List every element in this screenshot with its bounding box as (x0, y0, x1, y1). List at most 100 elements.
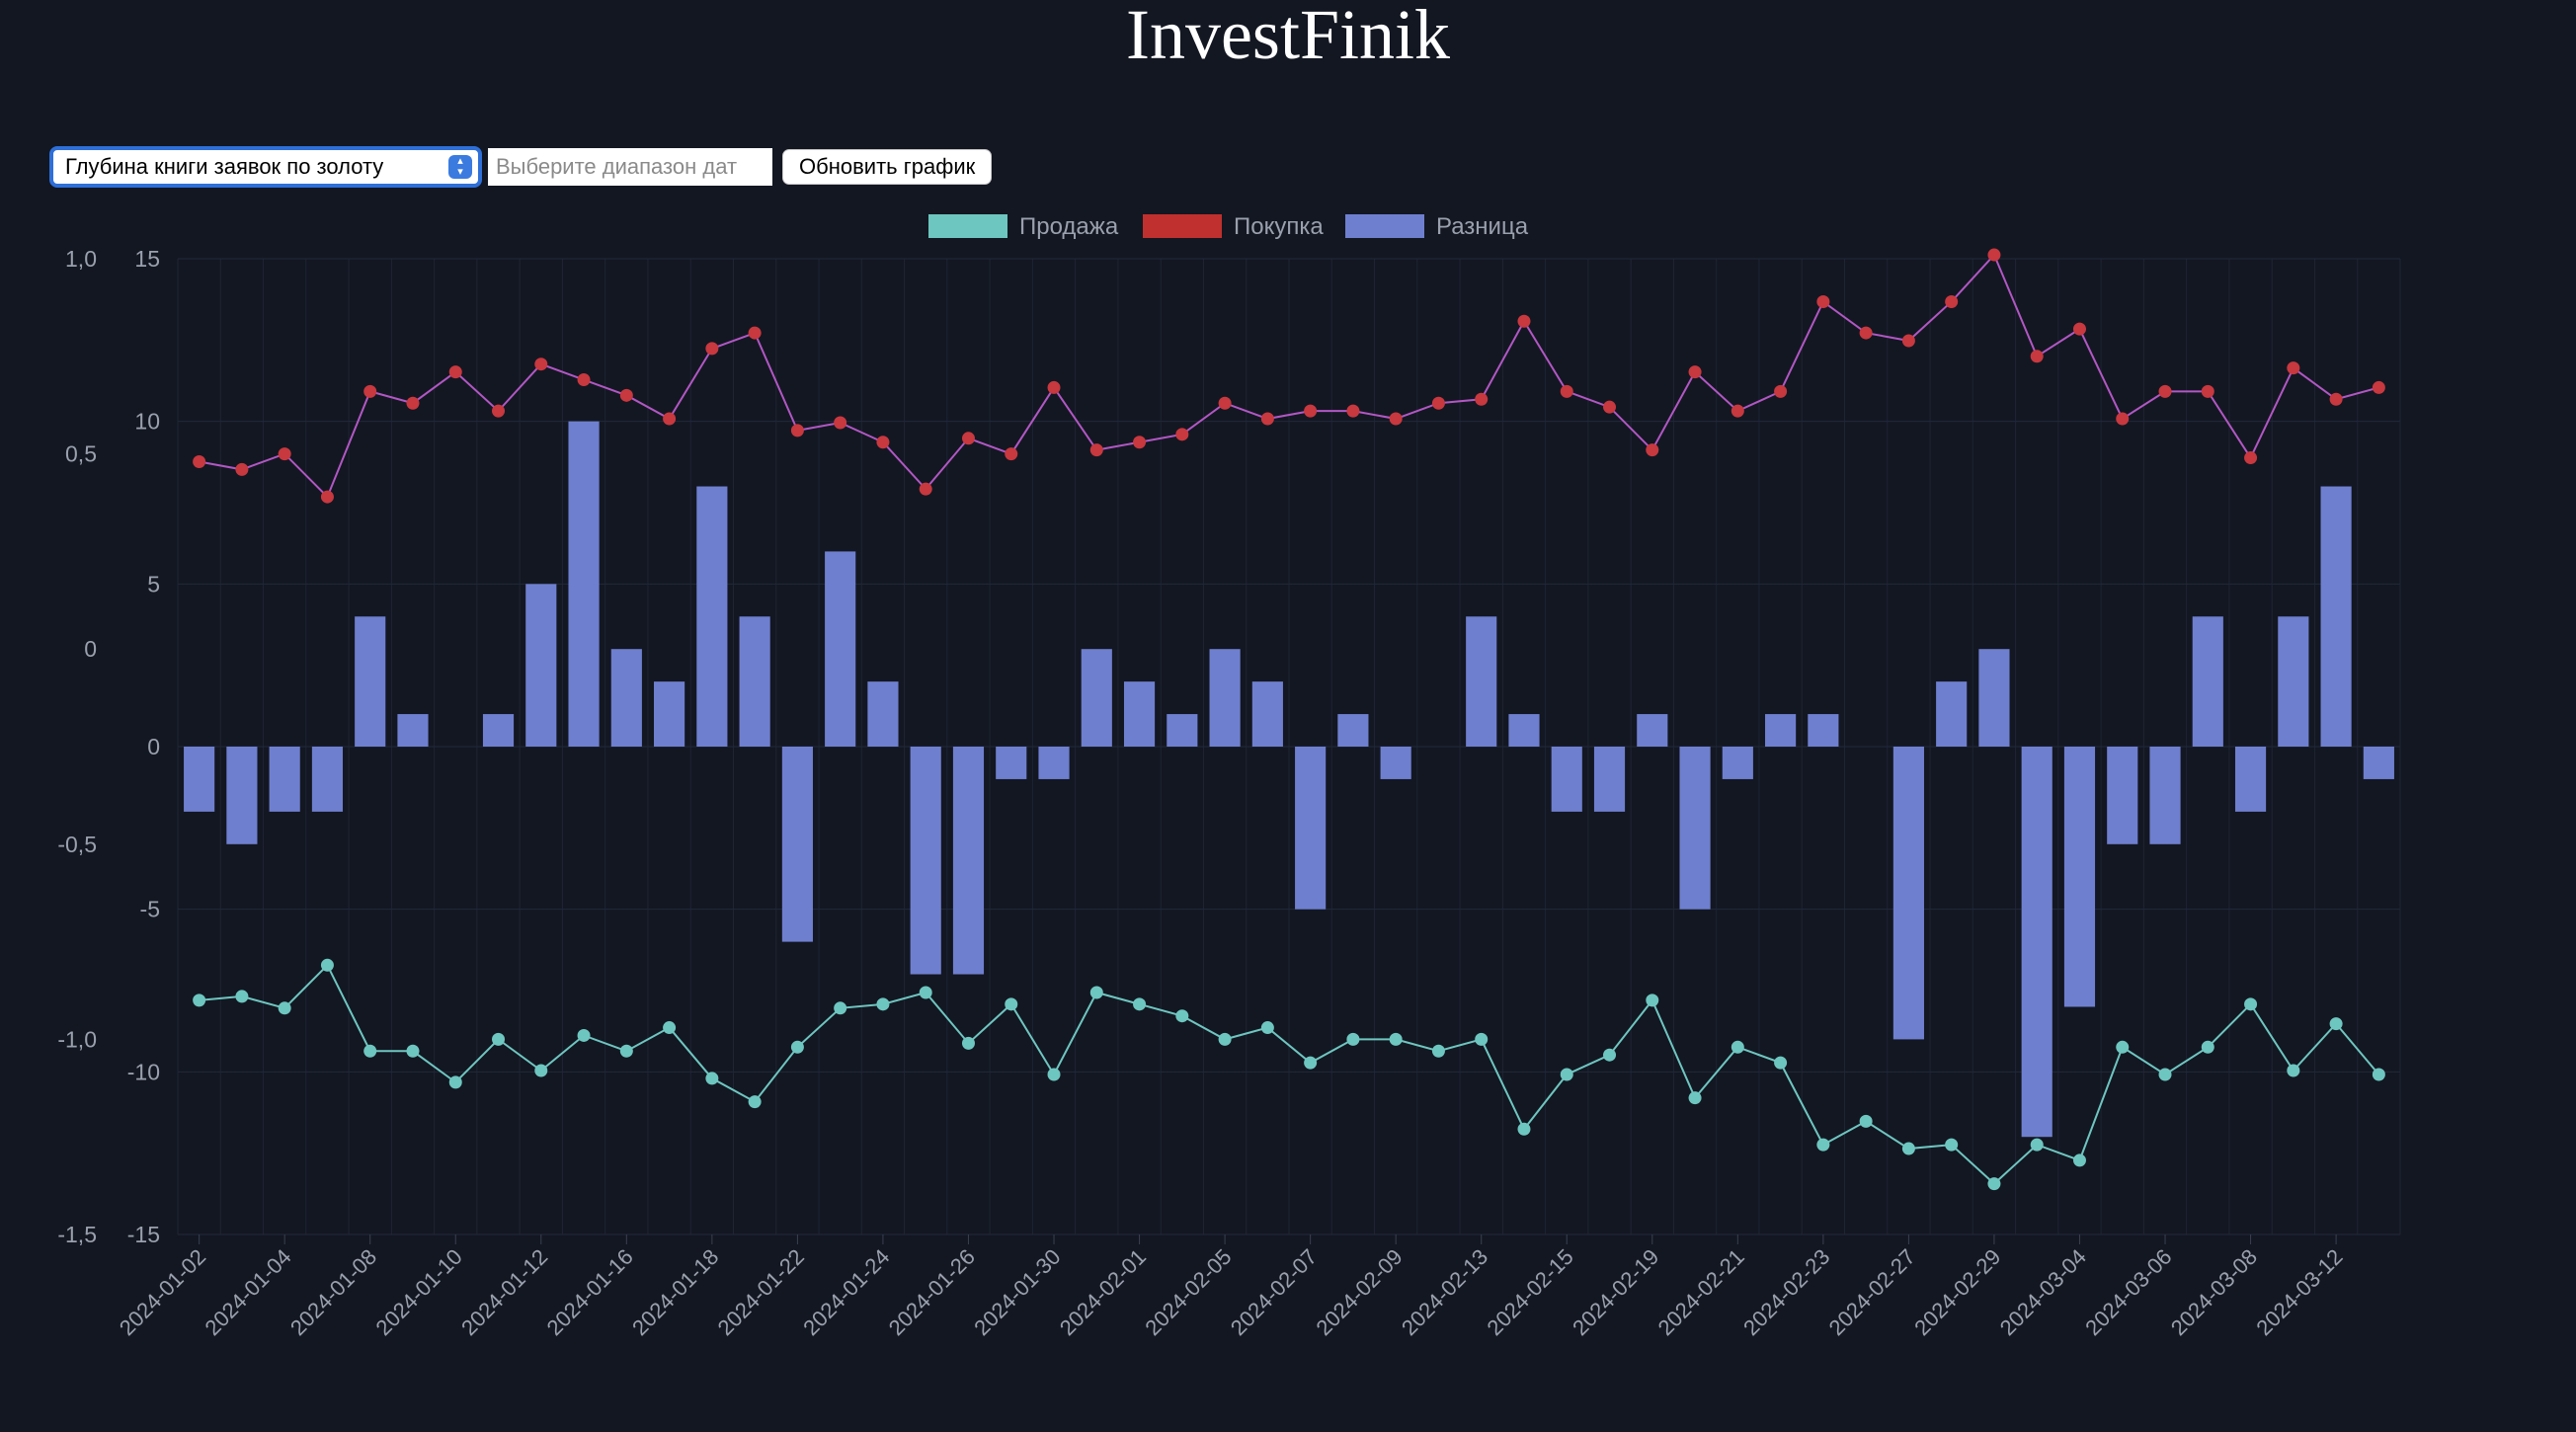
buy-point-2024-01-16 (619, 388, 633, 402)
sell-line (199, 963, 2380, 1185)
x-axis-tick-label: 2024-02-01 (1055, 1244, 1151, 1340)
sell-point-2024-01-29 (1005, 997, 1018, 1011)
buy-point-2024-03-01 (2030, 350, 2044, 363)
buy-point-2024-03-06 (2158, 384, 2172, 398)
sell-point-2024-01-02 (193, 994, 206, 1007)
y1-axis-tick-label: -0,5 (57, 832, 97, 857)
x-axis-tick-label: 2024-02-29 (1909, 1244, 2005, 1340)
bar-2024-02-14 (1508, 714, 1540, 747)
sell-point-2024-02-07 (1304, 1056, 1318, 1070)
bar-2024-02-19 (1637, 714, 1668, 747)
buy-point-2024-02-20 (1688, 365, 1702, 379)
legend-item-1: Покупка (1143, 213, 1324, 240)
bar-2024-03-11 (2278, 616, 2309, 747)
buy-point-2024-01-30 (1047, 380, 1061, 394)
bar-2024-01-19 (739, 616, 770, 747)
buy-point-2024-02-09 (1389, 412, 1403, 426)
y-axis-tick-label: -15 (127, 1222, 160, 1247)
sell-point-2024-01-19 (748, 1095, 762, 1109)
buy-point-2024-01-23 (834, 416, 847, 430)
sell-point-2024-02-09 (1389, 1032, 1403, 1046)
metric-select[interactable]: Глубина книги заявок по золоту ▴ ▾ (49, 146, 482, 188)
buy-point-2024-01-24 (876, 436, 890, 449)
refresh-chart-button[interactable]: Обновить график (782, 149, 993, 185)
sell-point-2024-01-17 (663, 1021, 677, 1035)
x-axis-tick-label: 2024-02-05 (1140, 1244, 1236, 1340)
bar-2024-02-22 (1765, 714, 1797, 747)
x-axis-tick-label: 2024-02-19 (1568, 1244, 1663, 1340)
legend-swatch (928, 214, 1007, 238)
buy-point-2024-02-05 (1218, 396, 1232, 410)
bar-2024-03-13 (2363, 747, 2394, 779)
y1-axis-tick-label: 0 (84, 636, 97, 662)
select-arrows-icon: ▴ ▾ (448, 155, 472, 179)
bar-2024-01-23 (825, 551, 856, 747)
buy-point-2024-01-19 (748, 326, 762, 340)
buy-point-2024-02-01 (1133, 436, 1147, 449)
buy-point-2024-01-17 (663, 412, 677, 426)
x-axis-tick-label: 2024-02-23 (1738, 1244, 1834, 1340)
sell-point-2024-03-12 (2329, 1017, 2343, 1031)
y-axis-tick-label: -10 (127, 1059, 160, 1084)
bar-2024-01-03 (226, 747, 258, 844)
sell-point-2024-02-19 (1646, 994, 1659, 1007)
bar-2024-01-05 (311, 747, 344, 812)
metric-select-value: Глубина книги заявок по золоту (65, 154, 384, 179)
date-range-input[interactable] (488, 148, 772, 186)
buy-point-2024-01-25 (919, 482, 932, 496)
bar-2024-02-15 (1551, 747, 1582, 812)
bar-2024-03-05 (2107, 747, 2138, 844)
buy-point-2024-01-04 (278, 447, 291, 461)
bar-2024-02-21 (1722, 747, 1753, 779)
sell-point-2024-02-22 (1774, 1056, 1788, 1070)
bar-2024-01-02 (184, 747, 215, 812)
y1-axis-tick-label: 1,0 (65, 246, 97, 272)
legend-label: Разница (1436, 213, 1529, 240)
buy-point-2024-03-04 (2072, 322, 2086, 336)
bar-2024-03-12 (2320, 486, 2352, 747)
x-axis-tick-label: 2024-01-24 (798, 1244, 894, 1340)
x-axis-tick-label: 2024-03-08 (2166, 1244, 2262, 1340)
sell-point-2024-02-05 (1218, 1032, 1232, 1046)
bar-2024-01-26 (952, 747, 985, 975)
x-axis-tick-label: 2024-01-12 (456, 1244, 552, 1340)
bar-2024-02-02 (1167, 714, 1198, 747)
buy-point-2024-03-08 (2244, 451, 2258, 465)
buy-point-2024-01-09 (406, 396, 420, 410)
x-axis-tick-label: 2024-02-15 (1483, 1244, 1578, 1340)
sell-point-2024-02-23 (1816, 1138, 1830, 1152)
legend-label: Продажа (1019, 213, 1119, 240)
bar-2024-01-29 (996, 747, 1027, 779)
buy-point-2024-03-07 (2201, 384, 2214, 398)
bar-2024-02-16 (1593, 747, 1626, 812)
buy-point-2024-02-29 (1987, 248, 2001, 262)
bar-2024-01-22 (781, 747, 813, 942)
sell-point-2024-03-13 (2372, 1068, 2385, 1081)
buy-point-2024-01-26 (961, 432, 975, 445)
x-axis-tick-label: 2024-01-30 (969, 1244, 1065, 1340)
controls-bar: Глубина книги заявок по золоту ▴▾ Обнови… (49, 146, 993, 188)
sell-point-2024-02-21 (1731, 1040, 1744, 1054)
buy-point-2024-01-12 (534, 358, 548, 371)
buy-point-2024-03-13 (2372, 380, 2385, 394)
sell-point-2024-01-31 (1089, 986, 1103, 999)
buy-line (199, 253, 2379, 499)
x-axis-tick-label: 2024-03-06 (2080, 1244, 2176, 1340)
sell-point-2024-01-22 (790, 1040, 804, 1054)
bar-2024-02-06 (1251, 681, 1283, 747)
buy-point-2024-02-26 (1859, 326, 1873, 340)
y1-axis-tick-label: 0,5 (65, 441, 97, 467)
sell-point-2024-01-09 (406, 1044, 420, 1058)
bar-2024-01-04 (269, 747, 300, 812)
sell-point-2024-03-08 (2244, 997, 2258, 1011)
bar-2024-02-23 (1808, 714, 1839, 747)
buy-point-2024-02-22 (1774, 384, 1788, 398)
x-axis-tick-label: 2024-01-08 (285, 1244, 381, 1340)
sell-point-2024-01-15 (577, 1028, 591, 1042)
bar-2024-01-17 (654, 681, 685, 747)
y1-axis-tick-label: -1,5 (57, 1222, 97, 1247)
sell-point-2024-01-23 (834, 1001, 847, 1015)
bar-2024-01-09 (397, 714, 429, 747)
bar-2024-01-31 (1081, 649, 1112, 747)
buy-point-2024-02-14 (1517, 314, 1531, 328)
